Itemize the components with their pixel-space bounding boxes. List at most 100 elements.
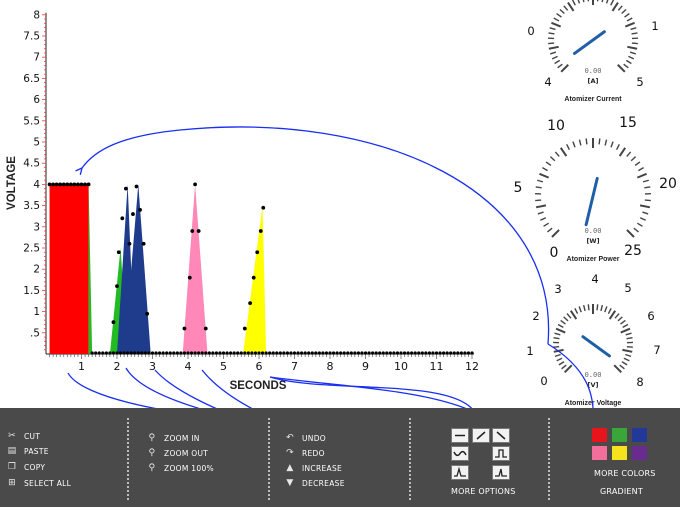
baseline-point [388, 351, 392, 355]
gauge-minor-tick [582, 304, 586, 312]
gauge-minor-tick [624, 12, 630, 18]
gauge-minor-tick [626, 17, 633, 22]
baseline-point [367, 351, 371, 355]
peak-wave-button[interactable] [492, 465, 510, 480]
baseline-point [243, 351, 247, 355]
copy-button[interactable]: ❐ COPY [6, 462, 45, 472]
color-swatch-blue[interactable] [632, 428, 647, 442]
data-point [47, 182, 52, 187]
square-wave-button[interactable] [492, 446, 510, 461]
zoom-reset-button[interactable]: ⚲ ZOOM 100% [146, 463, 214, 473]
baseline-point [260, 351, 265, 355]
gauge-minor-tick [561, 364, 567, 370]
gauge-minor-tick [560, 319, 566, 325]
gauge-minor-tick [617, 316, 623, 322]
undo-icon: ↶ [286, 433, 294, 443]
toolbar-separator [409, 418, 411, 500]
gauge-minor-tick [563, 5, 569, 11]
gauge-minor-tick [601, 0, 604, 3]
y-tick-label: 4 [33, 179, 40, 191]
gauge-minor-tick [642, 179, 650, 183]
spike-wave-button[interactable] [451, 465, 469, 480]
baseline-point [339, 351, 343, 355]
baseline-point [97, 351, 101, 355]
zoom-out-icon: ⚲ [148, 448, 156, 458]
x-tick-label: 10 [394, 360, 408, 373]
falling-wave-button[interactable] [492, 428, 510, 443]
zoom-out-button[interactable]: ⚲ ZOOM OUT [146, 448, 208, 458]
baseline-point [360, 351, 364, 355]
baseline-point [402, 351, 407, 355]
redo-button[interactable]: ↷ REDO [284, 448, 325, 458]
flat-wave-button[interactable] [451, 428, 469, 443]
gauge: 0 5 10 15 20 25 0.00 [W] Atomizer Power [514, 115, 677, 263]
gauge-major-tick [548, 45, 559, 50]
gauge-major-tick [608, 310, 617, 320]
select-all-button[interactable]: ⊞ SELECT ALL [6, 478, 71, 488]
baseline-point [250, 351, 254, 355]
y-tick-label: 1.5 [23, 285, 40, 297]
rising-wave-button[interactable] [472, 428, 490, 443]
gauge-minor-tick [553, 337, 560, 340]
gauge-scale-label: 15 [619, 115, 637, 131]
baseline-point [381, 351, 385, 355]
gauge-readout: 0.00 [585, 67, 602, 75]
waveform-segment [124, 184, 151, 354]
color-swatch-yellow[interactable] [612, 446, 627, 460]
zoom-in-button[interactable]: ⚲ ZOOM IN [146, 433, 200, 443]
data-point [255, 250, 260, 255]
cut-button[interactable]: ✂ CUT [6, 431, 40, 441]
baseline-point [466, 351, 471, 355]
color-swatch-green[interactable] [612, 428, 627, 442]
y-tick-label: 8 [33, 9, 40, 21]
gauge-minor-tick [542, 167, 548, 172]
color-swatch-red[interactable] [592, 428, 607, 442]
data-point [251, 275, 256, 280]
more-colors-label[interactable]: MORE COLORS [594, 469, 656, 478]
y-tick-label: 4.5 [23, 158, 40, 170]
gauge-minor-tick [620, 319, 626, 325]
gauge: 0 1 4 5 0.00 [A] Atomizer Current [527, 0, 659, 103]
gauge-minor-tick [557, 63, 563, 69]
color-swatch-pink[interactable] [592, 446, 607, 460]
voltage-chart[interactable]: .511.522.533.544.555.566.577.581 2 3 4 5 6 7 8 9… [6, 9, 479, 392]
baseline-point [307, 351, 311, 355]
more-options-label[interactable]: MORE OPTIONS [451, 487, 516, 496]
y-tick-label: 6.5 [23, 73, 40, 85]
baseline-point [168, 351, 172, 355]
gauge-major-tick [636, 172, 647, 179]
y-tick-label: 1 [33, 306, 40, 318]
baseline-point [410, 351, 414, 355]
waveform-segment [182, 184, 208, 354]
gauge-scale-label: 1 [526, 344, 533, 358]
gauge-minor-tick [604, 306, 608, 313]
baseline-point [335, 351, 339, 355]
gauge-minor-tick [617, 5, 623, 11]
gauge-major-tick [624, 21, 635, 28]
decrease-button[interactable]: ▼ DECREASE [284, 478, 345, 488]
baseline-point [278, 351, 282, 355]
data-point [131, 212, 135, 216]
undo-label: UNDO [302, 433, 326, 443]
gauge-minor-tick [582, 0, 585, 3]
color-swatch-purple[interactable] [632, 446, 647, 460]
decrease-label: DECREASE [302, 478, 345, 488]
gauge-minor-tick [625, 59, 632, 65]
sine-wave-button[interactable] [451, 446, 469, 461]
y-tick-label: 2 [33, 264, 40, 276]
baseline-point [282, 351, 286, 355]
baseline-point [413, 351, 417, 355]
baseline-point [406, 351, 410, 355]
gauge-minor-tick [607, 308, 612, 315]
undo-button[interactable]: ↶ UNDO [284, 433, 326, 443]
paste-button[interactable]: ▤ PASTE [6, 446, 49, 456]
gradient-label[interactable]: GRADIENT [600, 487, 643, 496]
increase-button[interactable]: ▲ INCREASE [284, 463, 342, 473]
data-point [65, 182, 70, 187]
gauge-scale-label: 6 [647, 309, 654, 323]
baseline-point [296, 351, 300, 355]
gauge-scale-label: 25 [624, 243, 642, 259]
gauge-major-tick [564, 364, 573, 373]
baseline-point [143, 351, 147, 355]
